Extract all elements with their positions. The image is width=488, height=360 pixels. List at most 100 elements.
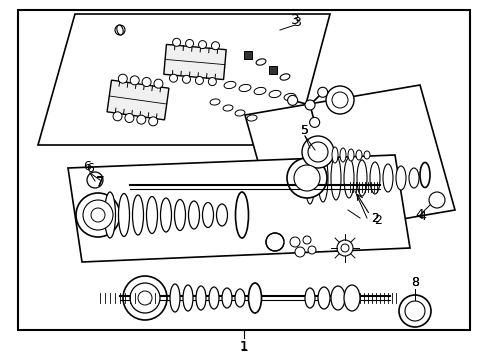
Circle shape: [130, 283, 160, 313]
Text: 7: 7: [96, 175, 104, 189]
Text: 4: 4: [417, 211, 425, 224]
Text: 1: 1: [240, 341, 247, 354]
Text: 2: 2: [373, 213, 381, 226]
Ellipse shape: [343, 158, 353, 198]
Circle shape: [211, 42, 219, 50]
Circle shape: [307, 142, 327, 162]
Ellipse shape: [280, 74, 289, 80]
Ellipse shape: [118, 194, 129, 237]
Ellipse shape: [317, 287, 329, 309]
Circle shape: [123, 276, 167, 320]
Text: 4: 4: [415, 208, 424, 222]
Circle shape: [138, 291, 152, 305]
Ellipse shape: [305, 288, 314, 308]
Polygon shape: [244, 51, 251, 59]
Polygon shape: [68, 155, 409, 262]
Ellipse shape: [355, 150, 361, 160]
Text: 8: 8: [410, 276, 418, 289]
Ellipse shape: [268, 90, 281, 98]
Ellipse shape: [170, 284, 180, 312]
Ellipse shape: [246, 115, 256, 121]
Ellipse shape: [202, 202, 213, 228]
Circle shape: [115, 25, 125, 35]
Ellipse shape: [160, 198, 171, 232]
Ellipse shape: [347, 149, 353, 161]
Circle shape: [303, 236, 310, 244]
Circle shape: [195, 76, 203, 85]
Polygon shape: [268, 66, 276, 74]
Ellipse shape: [117, 25, 123, 35]
Ellipse shape: [196, 286, 205, 310]
Circle shape: [302, 136, 333, 168]
Circle shape: [331, 92, 347, 108]
Circle shape: [87, 172, 103, 188]
Ellipse shape: [369, 162, 379, 194]
Polygon shape: [18, 10, 469, 330]
Ellipse shape: [419, 162, 429, 188]
Circle shape: [154, 79, 163, 88]
Circle shape: [169, 74, 177, 82]
Text: 7: 7: [96, 175, 104, 189]
Ellipse shape: [339, 148, 346, 162]
Circle shape: [118, 74, 127, 83]
Circle shape: [137, 115, 145, 124]
Text: 3: 3: [292, 15, 300, 28]
Text: 6: 6: [86, 162, 94, 175]
Ellipse shape: [363, 151, 369, 159]
Circle shape: [142, 77, 151, 86]
Ellipse shape: [382, 164, 392, 192]
Text: 2: 2: [370, 211, 378, 225]
Ellipse shape: [284, 93, 295, 100]
Ellipse shape: [183, 285, 193, 311]
Ellipse shape: [317, 154, 327, 202]
Ellipse shape: [224, 81, 235, 89]
Ellipse shape: [235, 289, 244, 307]
Circle shape: [265, 233, 284, 251]
Ellipse shape: [408, 168, 418, 188]
Ellipse shape: [235, 110, 244, 116]
Circle shape: [305, 100, 314, 110]
Circle shape: [287, 95, 297, 105]
Ellipse shape: [188, 201, 199, 229]
Circle shape: [124, 113, 134, 122]
Circle shape: [309, 117, 319, 127]
Circle shape: [148, 117, 157, 126]
Circle shape: [91, 208, 105, 222]
Circle shape: [172, 38, 180, 46]
Ellipse shape: [216, 204, 227, 226]
Ellipse shape: [305, 152, 314, 204]
Circle shape: [428, 192, 444, 208]
Circle shape: [325, 86, 353, 114]
Ellipse shape: [395, 166, 405, 190]
Ellipse shape: [330, 156, 340, 200]
Circle shape: [208, 78, 216, 86]
Circle shape: [340, 244, 348, 252]
Circle shape: [294, 247, 305, 257]
Circle shape: [130, 76, 139, 85]
Ellipse shape: [254, 87, 265, 95]
Polygon shape: [107, 80, 168, 120]
Ellipse shape: [222, 288, 231, 308]
Text: 3: 3: [290, 13, 299, 27]
Ellipse shape: [174, 199, 185, 230]
Ellipse shape: [356, 160, 366, 196]
Ellipse shape: [330, 286, 345, 310]
Text: 2: 2: [370, 211, 378, 225]
Ellipse shape: [248, 283, 261, 313]
Text: 6: 6: [83, 161, 91, 174]
Circle shape: [398, 295, 430, 327]
Ellipse shape: [343, 285, 359, 311]
Ellipse shape: [239, 84, 250, 91]
Polygon shape: [163, 44, 226, 80]
Ellipse shape: [235, 192, 248, 238]
Circle shape: [185, 40, 193, 48]
Circle shape: [113, 112, 122, 121]
Circle shape: [404, 301, 424, 321]
Circle shape: [83, 200, 113, 230]
Ellipse shape: [104, 192, 115, 238]
Ellipse shape: [208, 287, 219, 309]
Ellipse shape: [210, 99, 220, 105]
Ellipse shape: [146, 197, 157, 234]
Ellipse shape: [223, 105, 232, 111]
Ellipse shape: [256, 59, 265, 65]
